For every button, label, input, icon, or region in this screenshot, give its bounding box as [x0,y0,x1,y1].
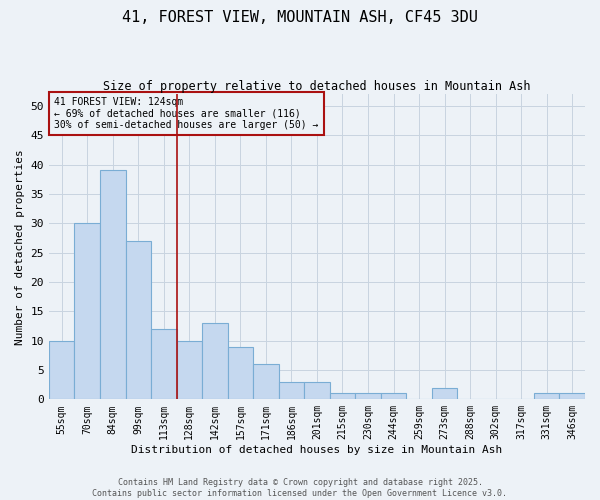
Text: Contains HM Land Registry data © Crown copyright and database right 2025.
Contai: Contains HM Land Registry data © Crown c… [92,478,508,498]
Bar [176,340,202,400]
Bar [227,346,253,400]
Bar [151,329,176,400]
Text: 41 FOREST VIEW: 124sqm
← 69% of detached houses are smaller (116)
30% of semi-de: 41 FOREST VIEW: 124sqm ← 69% of detached… [54,97,319,130]
Bar [355,394,381,400]
Bar [100,170,125,400]
Bar [49,340,74,400]
Bar [253,364,278,400]
Bar [125,241,151,400]
Bar [330,394,355,400]
X-axis label: Distribution of detached houses by size in Mountain Ash: Distribution of detached houses by size … [131,445,503,455]
Bar [559,394,585,400]
Bar [278,382,304,400]
Title: Size of property relative to detached houses in Mountain Ash: Size of property relative to detached ho… [103,80,531,93]
Bar [534,394,559,400]
Bar [304,382,330,400]
Bar [74,224,100,400]
Bar [432,388,457,400]
Bar [202,323,227,400]
Y-axis label: Number of detached properties: Number of detached properties [15,149,25,344]
Bar [381,394,406,400]
Text: 41, FOREST VIEW, MOUNTAIN ASH, CF45 3DU: 41, FOREST VIEW, MOUNTAIN ASH, CF45 3DU [122,10,478,25]
